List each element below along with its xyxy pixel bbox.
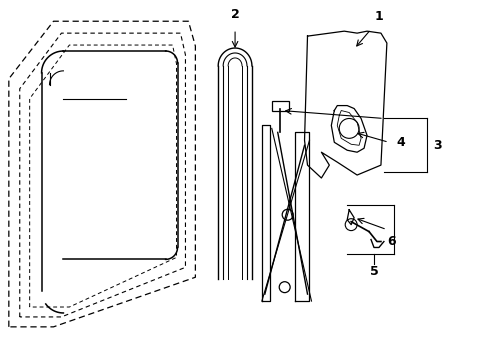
- FancyBboxPatch shape: [271, 100, 288, 111]
- Text: 6: 6: [386, 235, 395, 248]
- Text: 3: 3: [433, 139, 441, 152]
- Text: 4: 4: [396, 136, 405, 149]
- Text: 5: 5: [369, 265, 378, 278]
- Text: 1: 1: [374, 10, 383, 23]
- Text: 2: 2: [230, 8, 239, 21]
